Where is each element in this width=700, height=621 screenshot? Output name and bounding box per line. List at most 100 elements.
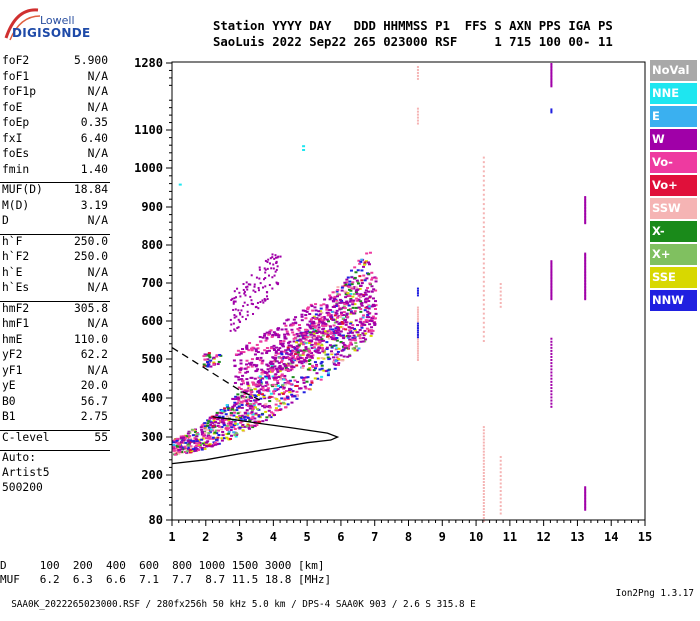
echo-point (312, 332, 316, 335)
echo-point (306, 347, 310, 350)
echo-point (303, 342, 307, 345)
param-name: hmF1 (2, 317, 30, 330)
echo-point (199, 426, 203, 429)
echo-point (482, 170, 485, 173)
echo-point (341, 345, 345, 348)
echo-point (250, 396, 254, 399)
echo-point (341, 359, 345, 362)
echo-point (281, 392, 285, 395)
echo-point (296, 327, 300, 330)
echo-point (340, 320, 344, 323)
param-name: foE (2, 100, 23, 114)
echo-point (244, 412, 248, 415)
echo-point (270, 395, 274, 398)
echo-point (255, 343, 259, 346)
echo-point (207, 420, 211, 423)
echo-point (254, 350, 258, 353)
echo-point (260, 368, 264, 371)
echo-point (282, 387, 286, 390)
echo-point (550, 281, 553, 284)
echo-point (234, 395, 238, 398)
echo-point (227, 432, 231, 435)
echo-point (349, 269, 353, 272)
echo-point (235, 409, 239, 412)
echo-point (176, 445, 180, 448)
echo-point (282, 340, 286, 343)
y-tick-label: 900 (141, 200, 163, 214)
echo-point (312, 344, 316, 347)
echo-point (184, 441, 188, 444)
echo-point (291, 359, 295, 362)
echo-point (212, 363, 216, 366)
echo-point (295, 351, 299, 354)
echo-point (357, 347, 361, 350)
echo-point (238, 291, 241, 294)
echo-point (302, 332, 306, 335)
echo-point (482, 514, 485, 516)
param-row-mufd: MUF(D) 18.84 (0, 183, 110, 199)
echo-point (229, 429, 233, 432)
echo-point (550, 352, 553, 355)
echo-point (275, 368, 279, 371)
echo-point (240, 424, 244, 427)
echo-point (416, 336, 419, 339)
echo-point (416, 322, 419, 325)
echo-point (189, 437, 193, 440)
echo-point (187, 430, 191, 433)
echo-point (265, 416, 269, 419)
echo-point (208, 418, 212, 421)
echo-point (253, 353, 257, 356)
echo-point (228, 424, 232, 427)
echo-point (364, 289, 368, 292)
echo-point (499, 478, 502, 481)
echo-point (360, 279, 364, 282)
echo-point (215, 432, 219, 435)
echo-point (172, 449, 176, 452)
echo-point (264, 410, 268, 413)
echo-point (301, 343, 305, 346)
echo-point (326, 335, 330, 338)
echo-point (246, 414, 250, 417)
echo-point (317, 326, 321, 329)
echo-point (359, 317, 363, 320)
echo-point (265, 373, 269, 376)
echo-point (277, 282, 280, 285)
echo-point (312, 315, 316, 318)
echo-point (304, 331, 308, 334)
echo-point (355, 297, 359, 300)
param-value: 18.84 (73, 183, 108, 196)
echo-point (308, 351, 312, 354)
echo-point (239, 359, 243, 362)
param-row-clevel: C-level 55 (0, 431, 110, 447)
echo-point (280, 359, 284, 362)
echo-point (253, 388, 257, 391)
echo-point (295, 345, 299, 348)
echo-point (203, 426, 207, 429)
echo-point (365, 277, 369, 280)
echo-point (230, 299, 233, 302)
echo-point (221, 415, 225, 418)
echo-point (482, 465, 485, 468)
echo-point (284, 378, 288, 381)
echo-point (291, 349, 295, 352)
echo-point (208, 437, 212, 440)
echo-point (360, 304, 364, 307)
echo-point (189, 446, 193, 449)
echo-point (217, 434, 221, 437)
echo-point (550, 387, 553, 390)
profile-curve (171, 416, 340, 465)
echo-point (359, 310, 363, 313)
echo-point (416, 116, 419, 119)
echo-point (250, 424, 254, 427)
echo-point (200, 431, 204, 434)
echo-point (499, 298, 502, 301)
echo-point (237, 405, 241, 408)
echo-point (356, 299, 360, 302)
echo-point (254, 306, 257, 309)
echo-point (296, 358, 300, 361)
param-value: N/A (87, 317, 108, 330)
echo-point (305, 336, 309, 339)
echo-point (325, 311, 329, 314)
echo-point (482, 432, 485, 435)
echo-point (232, 308, 235, 311)
